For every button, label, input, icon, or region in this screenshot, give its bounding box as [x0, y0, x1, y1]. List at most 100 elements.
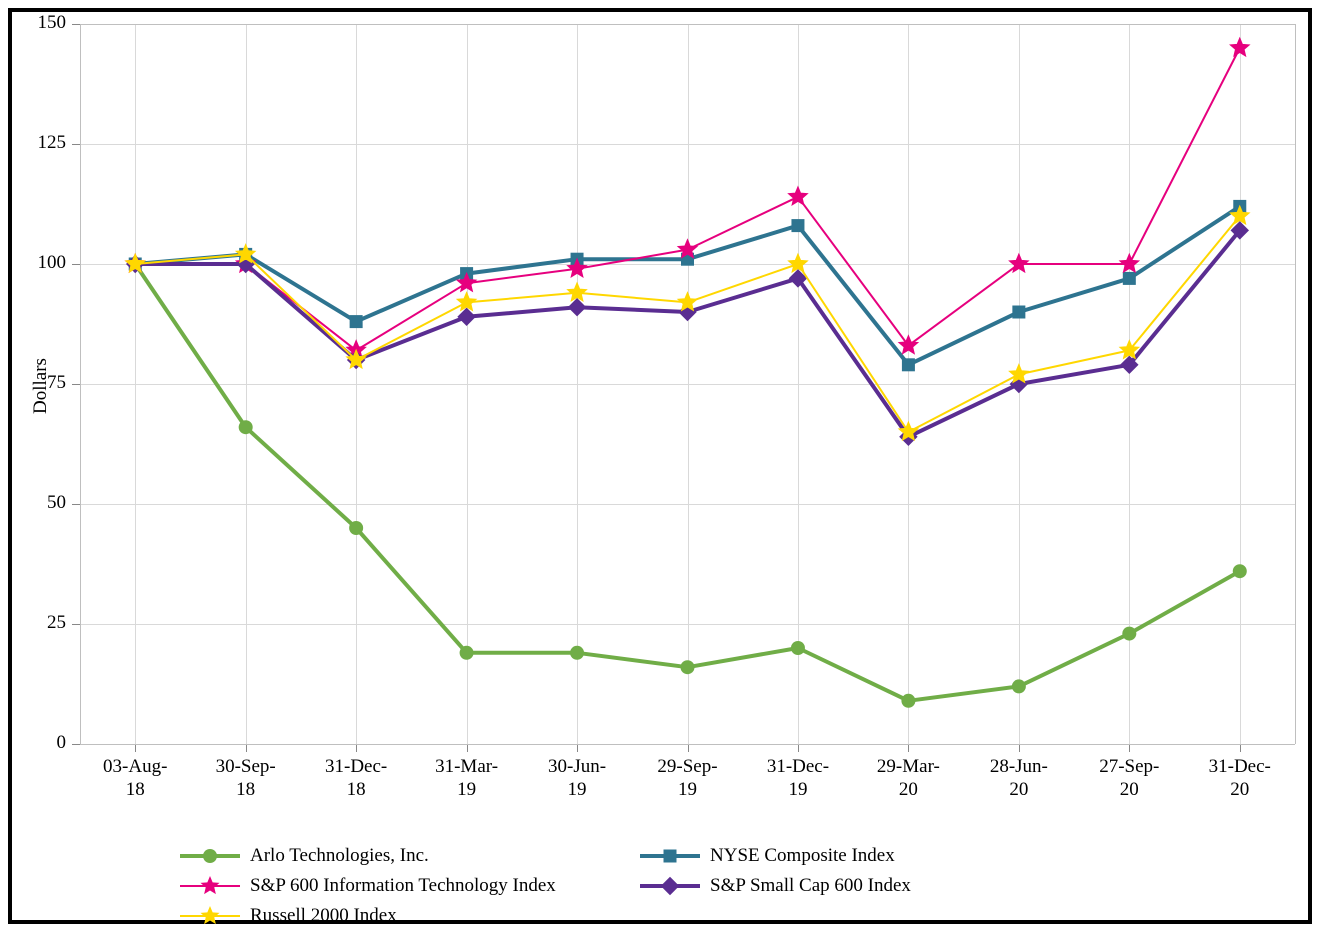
series-line: [135, 264, 1240, 701]
series-marker: [1123, 272, 1136, 285]
legend-swatch: [640, 844, 700, 868]
series-marker: [788, 187, 807, 205]
y-tick: [72, 384, 80, 385]
plot-border-left: [80, 24, 81, 744]
series-marker: [1233, 564, 1247, 578]
x-tick: [688, 744, 689, 752]
legend-label: Russell 2000 Index: [250, 905, 397, 927]
x-tick-label-line1: 29-Sep-: [632, 756, 742, 779]
legend-swatch: [180, 844, 240, 868]
x-tick-label-line2: 20: [1185, 779, 1295, 802]
x-tick-label: 28-Jun-20: [964, 756, 1074, 802]
series-marker: [570, 646, 584, 660]
x-tick: [135, 744, 136, 752]
series-marker: [568, 298, 586, 316]
legend-item: S&P Small Cap 600 Index: [640, 874, 1100, 898]
y-tick-label: 125: [18, 132, 66, 154]
y-tick: [72, 144, 80, 145]
series-marker: [1122, 627, 1136, 641]
legend-label: S&P 600 Information Technology Index: [250, 875, 556, 897]
legend-item: S&P 600 Information Technology Index: [180, 874, 640, 898]
y-tick-label: 150: [18, 12, 66, 34]
x-tick-label-line1: 03-Aug-: [80, 756, 190, 779]
x-tick-label: 29-Sep-19: [632, 756, 742, 802]
x-tick-label: 31-Dec-20: [1185, 756, 1295, 802]
x-tick-label-line1: 31-Dec-: [301, 756, 411, 779]
x-tick-label-line1: 27-Sep-: [1074, 756, 1184, 779]
series-marker: [1012, 306, 1025, 319]
series-marker: [1012, 679, 1026, 693]
series-marker: [457, 308, 475, 326]
x-tick-label: 29-Mar-20: [853, 756, 963, 802]
y-tick: [72, 504, 80, 505]
x-tick: [467, 744, 468, 752]
x-tick-label-line2: 19: [632, 779, 742, 802]
series-marker: [899, 336, 918, 354]
x-tick-label-line2: 19: [743, 779, 853, 802]
x-tick-label-line2: 18: [190, 779, 300, 802]
x-tick: [1019, 744, 1020, 752]
plot-border-right: [1295, 24, 1296, 744]
x-tick-label-line2: 18: [80, 779, 190, 802]
x-tick: [1240, 744, 1241, 752]
x-tick-label-line1: 30-Jun-: [522, 756, 632, 779]
y-tick-label: 0: [18, 732, 66, 754]
x-tick: [356, 744, 357, 752]
plot-border-bottom: [80, 744, 1295, 745]
legend-label: S&P Small Cap 600 Index: [710, 875, 911, 897]
series-marker: [1120, 254, 1139, 272]
series-marker: [350, 315, 363, 328]
series-marker: [901, 694, 915, 708]
y-tick: [72, 24, 80, 25]
x-tick-label: 31-Dec-18: [301, 756, 411, 802]
x-tick-label-line2: 18: [301, 779, 411, 802]
x-tick-label: 31-Dec-19: [743, 756, 853, 802]
legend-label: Arlo Technologies, Inc.: [250, 845, 429, 867]
x-tick-label-line2: 19: [522, 779, 632, 802]
legend-swatch: [640, 874, 700, 898]
x-tick: [577, 744, 578, 752]
x-tick: [246, 744, 247, 752]
series-marker: [460, 646, 474, 660]
x-tick-label-line1: 31-Dec-: [743, 756, 853, 779]
x-tick-label-line1: 30-Sep-: [190, 756, 300, 779]
series-marker: [681, 660, 695, 674]
series-marker: [349, 521, 363, 535]
series-marker: [1230, 38, 1249, 56]
y-tick: [72, 624, 80, 625]
y-tick-label: 100: [18, 252, 66, 274]
series-marker: [902, 358, 915, 371]
x-tick-label-line1: 31-Dec-: [1185, 756, 1295, 779]
x-tick-label-line2: 20: [853, 779, 963, 802]
x-tick-label: 30-Sep-18: [190, 756, 300, 802]
x-tick-label: 31-Mar-19: [411, 756, 521, 802]
x-tick: [798, 744, 799, 752]
y-tick: [72, 264, 80, 265]
x-tick: [1129, 744, 1130, 752]
x-tick-label: 30-Jun-19: [522, 756, 632, 802]
series-marker: [239, 420, 253, 434]
y-tick-label: 25: [18, 612, 66, 634]
legend-item: Arlo Technologies, Inc.: [180, 844, 640, 868]
series-line: [135, 206, 1240, 364]
y-axis-title: Dollars: [30, 358, 52, 414]
legend-swatch: [180, 904, 240, 928]
x-tick-label: 03-Aug-18: [80, 756, 190, 802]
x-tick-label-line2: 19: [411, 779, 521, 802]
x-tick-label: 27-Sep-20: [1074, 756, 1184, 802]
x-tick-label-line1: 29-Mar-: [853, 756, 963, 779]
y-tick-label: 50: [18, 492, 66, 514]
legend-item: NYSE Composite Index: [640, 844, 1100, 868]
plot-border-top: [80, 24, 1295, 25]
legend-label: NYSE Composite Index: [710, 845, 895, 867]
legend: Arlo Technologies, Inc. NYSE Composite In…: [180, 844, 1160, 934]
x-tick-label-line2: 20: [1074, 779, 1184, 802]
series-marker: [791, 641, 805, 655]
x-tick-label-line2: 20: [964, 779, 1074, 802]
series-marker: [791, 219, 804, 232]
y-tick: [72, 744, 80, 745]
x-tick-label-line1: 28-Jun-: [964, 756, 1074, 779]
legend-swatch: [180, 874, 240, 898]
x-tick: [908, 744, 909, 752]
x-tick-label-line1: 31-Mar-: [411, 756, 521, 779]
